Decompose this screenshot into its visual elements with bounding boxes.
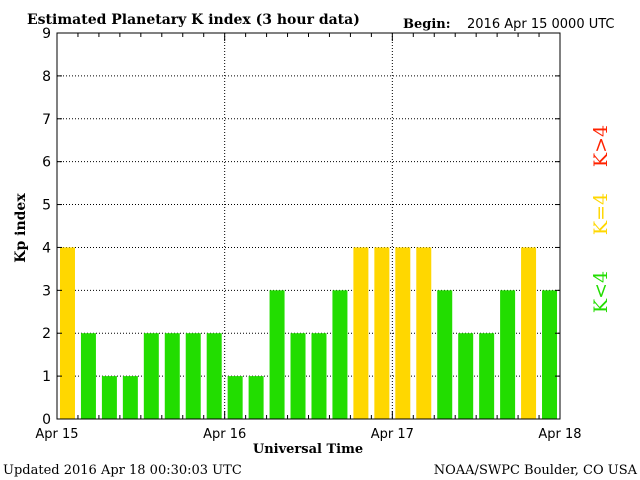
bar (248, 376, 264, 419)
bar (542, 290, 558, 419)
bar (311, 333, 327, 419)
bar (437, 290, 453, 419)
bar (500, 290, 516, 419)
legend-entry: K=4 (590, 193, 612, 235)
bar (122, 376, 138, 419)
legend-entry: K<4 (590, 271, 612, 313)
y-tick-label: 1 (42, 369, 51, 385)
y-axis: 0 1 2 3 4 5 6 7 8 9 (42, 26, 560, 428)
bar (206, 333, 222, 419)
bar (143, 333, 159, 419)
x-axis-label: Universal Time (253, 442, 363, 457)
legend: K<4 K=4 K>4 (590, 125, 612, 313)
y-tick-label: 7 (42, 112, 51, 128)
y-axis-label: Kp index (13, 193, 29, 263)
bar (59, 247, 75, 419)
y-tick-label: 6 (42, 155, 51, 171)
begin-value: 2016 Apr 15 0000 UTC (467, 17, 615, 32)
y-tick-label: 9 (42, 26, 51, 42)
y-tick-label: 5 (42, 198, 51, 214)
legend-entry: K>4 (590, 125, 612, 167)
bars-group (59, 247, 558, 419)
bar (185, 333, 201, 419)
bar (521, 247, 537, 419)
bar (479, 333, 495, 419)
updated-timestamp: Updated 2016 Apr 18 00:30:03 UTC (3, 463, 242, 478)
y-tick-label: 2 (42, 326, 51, 342)
bar (374, 247, 390, 419)
bar (227, 376, 243, 419)
begin-label: Begin: (403, 17, 451, 32)
x-tick-label: Apr 18 (538, 427, 581, 442)
bar (290, 333, 306, 419)
bar (101, 376, 117, 419)
y-tick-label: 8 (42, 69, 51, 85)
y-tick-label: 0 (42, 412, 51, 428)
bar (269, 290, 285, 419)
x-tick-label: Apr 17 (371, 427, 414, 442)
chart-title: Estimated Planetary K index (3 hour data… (27, 12, 360, 28)
x-tick-label: Apr 16 (203, 427, 246, 442)
x-axis: Apr 15 Apr 16 Apr 17 Apr 18 (35, 33, 582, 442)
bar (416, 247, 432, 419)
source-credit: NOAA/SWPC Boulder, CO USA (434, 463, 638, 478)
y-tick-label: 4 (42, 240, 51, 256)
bar (353, 247, 369, 419)
bar (164, 333, 180, 419)
y-tick-label: 3 (42, 283, 51, 299)
x-tick-label: Apr 15 (35, 427, 78, 442)
bar (332, 290, 348, 419)
bar (395, 247, 411, 419)
bar (458, 333, 474, 419)
grid-lines (57, 32, 560, 419)
bar (80, 333, 96, 419)
